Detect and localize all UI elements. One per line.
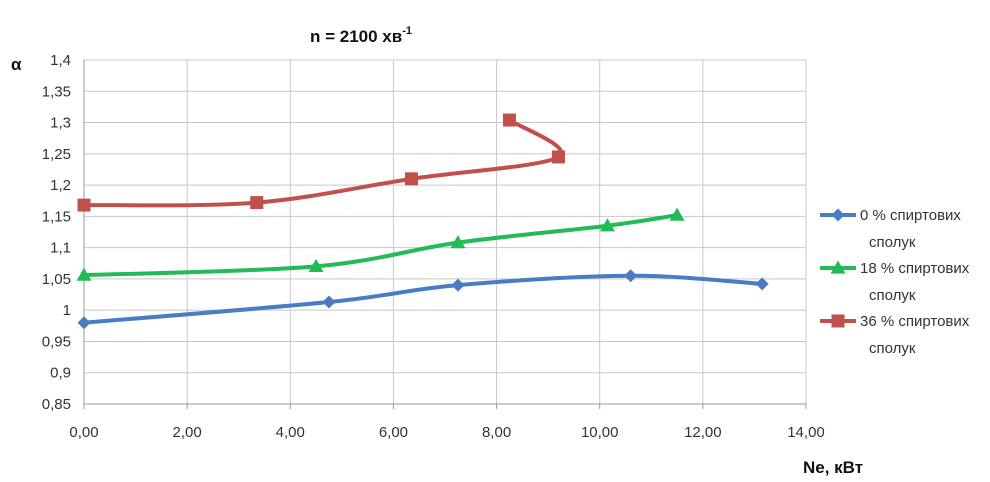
- x-tick-label: 6,00: [379, 424, 408, 441]
- legend-label-18pct: 18 % спиртових сполук: [860, 260, 970, 304]
- data-point-36pct: [250, 196, 264, 210]
- x-axis-label: Ne, кВт: [803, 458, 863, 477]
- data-point-36pct: [404, 172, 418, 186]
- chart-title: n = 2100 хв-1: [310, 25, 412, 46]
- data-point-36pct: [77, 198, 91, 212]
- legend: 0 % спиртових сполук 18 % спиртових сполук 3…: [820, 207, 970, 357]
- x-tick-label: 0,00: [69, 424, 98, 441]
- x-tick-label: 8,00: [482, 424, 511, 441]
- y-tick-label: 1,4: [50, 52, 71, 69]
- data-point-18pct: [450, 235, 466, 249]
- x-tick-label: 14,00: [787, 424, 825, 441]
- series-line-18pct: [82, 213, 680, 278]
- y-tick-label: 0,95: [42, 333, 71, 350]
- series-line-36pct: [82, 118, 564, 208]
- legend-marker-36pct: [831, 314, 845, 328]
- y-tick-label: 1,35: [42, 83, 71, 100]
- y-tick-label: 1,05: [42, 271, 71, 288]
- x-tick-label: 4,00: [276, 424, 305, 441]
- data-point-0pct: [322, 295, 336, 309]
- data-point-36pct: [551, 150, 565, 164]
- data-point-18pct: [599, 218, 615, 232]
- data-point-0pct: [77, 316, 91, 330]
- data-point-0pct: [451, 278, 465, 292]
- y-axis-label: α: [11, 55, 22, 74]
- series-group: [76, 113, 769, 330]
- legend-marker-0pct: [831, 208, 845, 222]
- y-tick-label: 1,1: [50, 240, 71, 257]
- x-tick-label: 10,00: [581, 424, 619, 441]
- legend-marker-18pct: [830, 260, 846, 274]
- y-tick-label: 1,15: [42, 208, 71, 225]
- data-point-0pct: [755, 277, 769, 291]
- x-tick-label: 2,00: [173, 424, 202, 441]
- data-point-18pct: [669, 207, 685, 221]
- y-tick-label: 1,3: [50, 115, 71, 132]
- data-point-18pct: [308, 258, 324, 273]
- legend-label-36pct: 36 % спиртових сполук: [860, 313, 970, 357]
- legend-label-0pct: 0 % спиртових сполук: [860, 207, 961, 251]
- data-point-0pct: [624, 269, 638, 283]
- chart-title-superscript: -1: [402, 25, 412, 37]
- axes: 0,85 0,9 0,95 1 1,05 1,1 1,15 1,2 1,25 1,3 1,35 1,4…: [42, 52, 825, 441]
- y-tick-label: 1: [63, 302, 71, 319]
- y-tick-label: 0,85: [42, 396, 71, 413]
- series-line-0pct: [82, 273, 765, 325]
- y-tick-label: 1,2: [50, 177, 71, 194]
- data-point-36pct: [502, 113, 516, 127]
- data-point-18pct: [76, 267, 92, 281]
- y-tick-label: 0,9: [50, 365, 71, 382]
- x-tick-label: 12,00: [684, 424, 722, 441]
- grid: [83, 59, 807, 405]
- y-tick-label: 1,25: [42, 146, 71, 163]
